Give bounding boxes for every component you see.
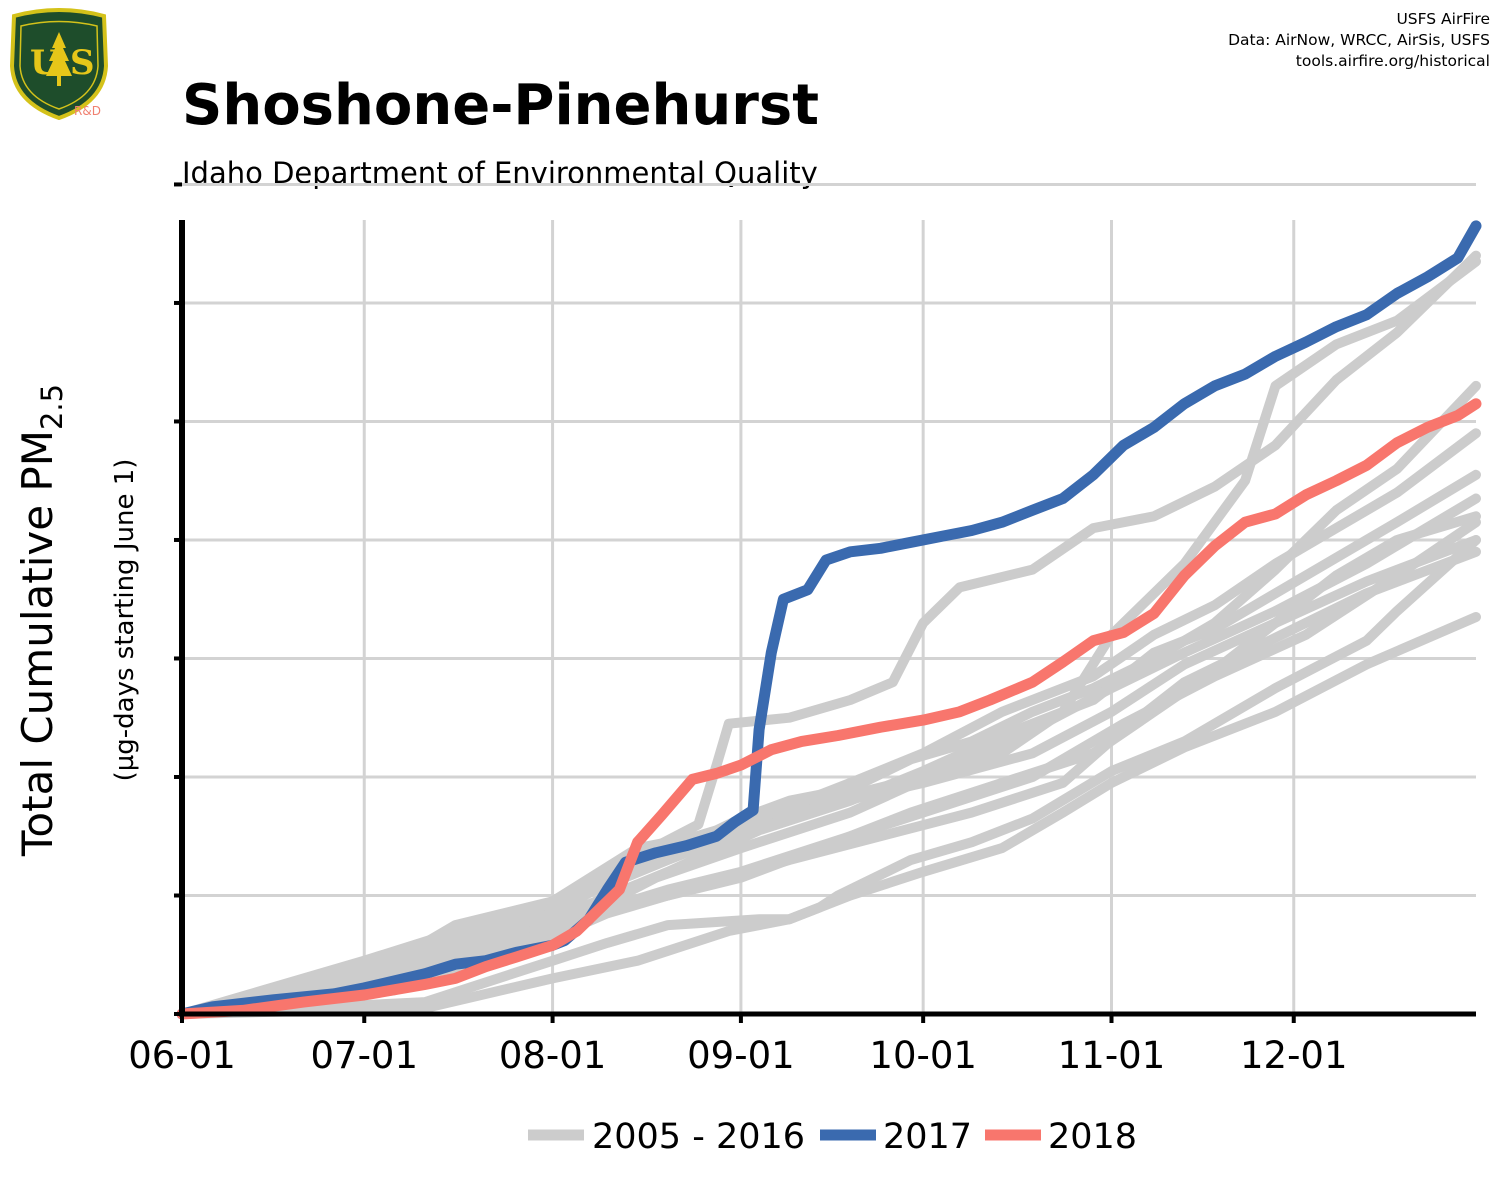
x-tick-label-2: 08-01 [499, 1034, 607, 1077]
series-line-historical-11 [177, 493, 1481, 1019]
series-line-historical-0 [177, 380, 1481, 1019]
y-axis-title: Total Cumulative PM2.5 [13, 384, 69, 857]
grid [182, 182, 1476, 1014]
legend-label-2: 2018 [1048, 1117, 1137, 1157]
x-tick-label-4: 10-01 [869, 1034, 977, 1077]
legend: 2005 - 2016 2017 2018 [528, 1117, 1137, 1157]
credits: USFS AirFire Data: AirNow, WRCC, AirSis,… [1228, 9, 1490, 72]
logo-inner-ring [19, 20, 99, 110]
credit-line-1: USFS AirFire [1396, 10, 1490, 28]
logo-letter-s: S [70, 43, 95, 83]
legend-label-0: 2005 - 2016 [592, 1117, 805, 1157]
logo-tag-text: R&D [74, 104, 101, 118]
y-axis-title-main: Total Cumulative PM [13, 430, 62, 857]
x-tick-label-1: 07-01 [310, 1034, 418, 1077]
x-tick-label-3: 09-01 [687, 1034, 795, 1077]
x-tick-label-5: 11-01 [1058, 1034, 1166, 1077]
y-axis-units: (µg-days starting June 1) [110, 459, 140, 782]
series-2018 [176, 398, 1482, 1020]
tree-icon [46, 32, 72, 86]
credit-line-3: tools.airfire.org/historical [1295, 52, 1490, 70]
usfs-logo: U S R&D [9, 8, 109, 120]
x-tick-label-0: 06-01 [128, 1034, 236, 1077]
axes [174, 182, 1476, 1023]
y-axis-title-subscript: 2.5 [35, 384, 69, 430]
legend-label-1: 2017 [883, 1117, 972, 1157]
series-line-historical-6 [177, 535, 1481, 1019]
series-line-historical-10 [177, 517, 1481, 1019]
chart-title: Shoshone-Pinehurst [182, 73, 819, 138]
series-historical [177, 250, 1481, 1019]
y-axis-label: Total Cumulative PM2.5 (µg-days starting… [13, 384, 140, 857]
series-line-historical-3 [177, 428, 1481, 1019]
x-tick-labels: 06-01 07-01 08-01 09-01 10-01 11-01 12-01 [128, 1034, 1347, 1077]
series-line-historical-7 [177, 612, 1481, 1019]
credit-line-2: Data: AirNow, WRCC, AirSis, USFS [1228, 31, 1490, 49]
x-tick-label-6: 12-01 [1240, 1034, 1348, 1077]
series-line-2018 [176, 398, 1482, 1020]
